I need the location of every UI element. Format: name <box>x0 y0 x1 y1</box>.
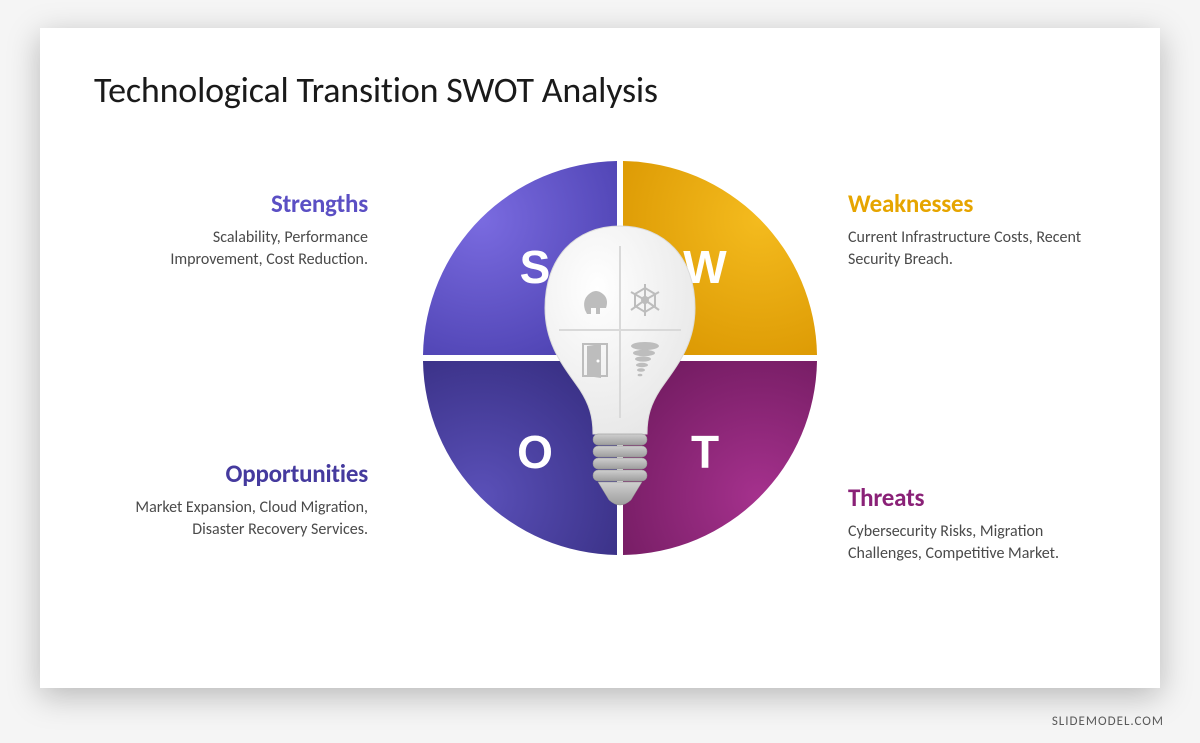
threats-block: Threats Cybersecurity Risks, Migration C… <box>848 482 1098 564</box>
strengths-body: Scalability, Performance Improvement, Co… <box>118 227 368 270</box>
slide: Technological Transition SWOT Analysis S… <box>40 28 1160 688</box>
quadrant-t <box>623 361 817 555</box>
opportunities-block: Opportunities Market Expansion, Cloud Mi… <box>118 458 368 540</box>
swot-wheel: S W O T <box>420 158 820 558</box>
swot-diagram: S W O T <box>420 158 820 558</box>
letter-w: W <box>683 241 727 293</box>
weaknesses-body: Current Infrastructure Costs, Recent Sec… <box>848 227 1098 270</box>
slide-title: Technological Transition SWOT Analysis <box>94 68 658 112</box>
weaknesses-title: Weaknesses <box>848 188 1098 219</box>
letter-s: S <box>520 241 551 293</box>
strengths-title: Strengths <box>118 188 368 219</box>
weaknesses-block: Weaknesses Current Infrastructure Costs,… <box>848 188 1098 270</box>
threats-body: Cybersecurity Risks, Migration Challenge… <box>848 521 1098 564</box>
opportunities-title: Opportunities <box>118 458 368 489</box>
threats-title: Threats <box>848 482 1098 513</box>
letter-t: T <box>691 426 719 478</box>
strengths-block: Strengths Scalability, Performance Impro… <box>118 188 368 270</box>
opportunities-body: Market Expansion, Cloud Migration, Disas… <box>118 497 368 540</box>
letter-o: O <box>517 426 553 478</box>
canvas: Technological Transition SWOT Analysis S… <box>0 0 1200 743</box>
brand-watermark: SLIDEMODEL.COM <box>1052 714 1164 729</box>
